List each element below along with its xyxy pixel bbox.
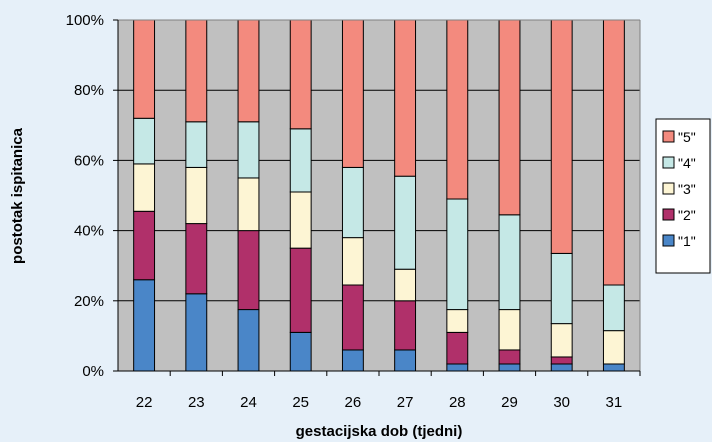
bar-segment	[289, 247, 312, 333]
x-tick-label: 31	[606, 394, 623, 411]
bar-segment	[237, 177, 260, 232]
bar-segment	[394, 268, 417, 302]
bar-segment	[394, 300, 417, 351]
y-tick-label: 0%	[82, 363, 104, 380]
bar-segment	[498, 349, 521, 365]
bar-segment	[289, 128, 312, 193]
bar-segment	[550, 252, 573, 325]
bar-segment	[446, 309, 469, 333]
y-tick-label: 60%	[74, 152, 104, 169]
bar-segment	[133, 117, 156, 165]
bar-segment	[498, 363, 521, 372]
bar-segment	[394, 175, 417, 270]
legend-label: "2"	[678, 207, 696, 223]
x-tick-label: 27	[397, 394, 414, 411]
y-tick-label: 80%	[74, 82, 104, 99]
bar-segment	[394, 19, 417, 177]
bar-segment	[550, 356, 573, 365]
y-tick-label: 40%	[74, 223, 104, 240]
bar-segment	[341, 166, 364, 239]
bar-segment	[237, 230, 260, 311]
bar-segment	[446, 363, 469, 372]
x-tick-label: 25	[292, 394, 309, 411]
bar-segment	[498, 309, 521, 351]
bar-segment	[185, 223, 208, 295]
legend-label: "4"	[678, 155, 696, 171]
bar-segment	[602, 330, 625, 365]
bar-segment	[446, 19, 469, 200]
x-tick-label: 28	[449, 394, 466, 411]
bar-segment	[602, 19, 625, 286]
x-axis-title: gestacijska dob (tjedni)	[296, 423, 463, 440]
bar-segment	[341, 19, 364, 168]
bar-segment	[133, 279, 156, 372]
bar-segment	[289, 331, 312, 372]
bar-segment	[185, 121, 208, 168]
bar-segment	[289, 191, 312, 249]
bar-segment	[341, 349, 364, 372]
bar-segment	[289, 19, 312, 130]
x-tick-label: 23	[188, 394, 205, 411]
bar-segment	[133, 19, 156, 119]
bar-segment	[550, 323, 573, 358]
x-tick-label: 29	[501, 394, 518, 411]
legend-swatch	[662, 182, 675, 195]
bar-segment	[498, 19, 521, 216]
bar-segment	[237, 19, 260, 123]
legend-swatch	[662, 130, 675, 143]
bar-segment	[185, 293, 208, 372]
legend-label: "5"	[678, 129, 696, 145]
bar-segment	[185, 19, 208, 123]
bar-segment	[237, 309, 260, 372]
x-ticks: 22 23 24 25 26 27 28 29 30 31	[136, 371, 641, 411]
bar-segment	[341, 237, 364, 286]
bar-segment	[394, 349, 417, 372]
y-ticks: 0% 20% 40% 60% 80% 100%	[66, 12, 118, 380]
bar-segment	[133, 163, 156, 212]
y-tick-label: 100%	[66, 12, 104, 29]
x-tick-label: 26	[345, 394, 362, 411]
legend: "5" "4" "3" "2" "1"	[655, 118, 711, 274]
y-axis-title: postotak ispitanica	[9, 127, 26, 264]
bar-segment	[237, 121, 260, 179]
bar-segment	[498, 214, 521, 311]
bar-segment	[446, 198, 469, 311]
x-tick-label: 22	[136, 394, 153, 411]
legend-label: "1"	[678, 233, 696, 249]
bar-segment	[341, 284, 364, 351]
x-tick-label: 30	[553, 394, 570, 411]
bar-segment	[550, 19, 573, 254]
y-tick-label: 20%	[74, 293, 104, 310]
legend-swatch	[662, 156, 675, 169]
bar-segment	[602, 284, 625, 332]
bar-segment	[550, 363, 573, 372]
legend-label: "3"	[678, 181, 696, 197]
legend-box	[655, 118, 711, 274]
x-tick-label: 24	[240, 394, 257, 411]
bar-segment	[185, 166, 208, 225]
legend-swatch	[662, 234, 675, 247]
bar-segment	[133, 210, 156, 281]
bars	[133, 19, 625, 372]
bar-segment	[446, 331, 469, 365]
legend-swatch	[662, 208, 675, 221]
bar-segment	[602, 363, 625, 372]
